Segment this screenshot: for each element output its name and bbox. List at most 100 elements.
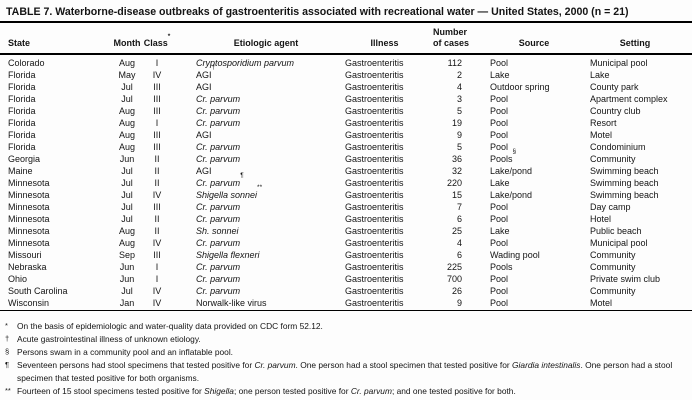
cell-number-of-cases: 32 bbox=[451, 166, 462, 176]
cell-month: Jul bbox=[121, 178, 133, 188]
cell-month: Aug bbox=[118, 118, 135, 128]
cell-source: Pool bbox=[490, 130, 509, 140]
table-row: Georgia Jun II Cr. parvum Gastroenteritis 36 P… bbox=[0, 148, 692, 165]
cell-month: Aug bbox=[118, 58, 135, 68]
table-row: Minnesota Jul II Cr. parvum¶ Gastroenteritis… bbox=[0, 172, 692, 189]
column-header-month: Month bbox=[112, 23, 142, 55]
cell-class: III bbox=[153, 250, 161, 260]
footnote-text: Acute gastrointestinal illness of unknow… bbox=[17, 334, 201, 344]
cell-number-of-cases: 112 bbox=[447, 58, 462, 68]
cell-month: Jul bbox=[121, 166, 133, 176]
cell-setting: Lake bbox=[590, 70, 610, 80]
cell-number-of-cases: 225 bbox=[446, 262, 462, 272]
cell-class: I bbox=[155, 262, 159, 272]
cell-source: Pool bbox=[480, 297, 578, 311]
footnote-marker: ** bbox=[257, 184, 263, 191]
cell-month: Jul bbox=[121, 202, 133, 212]
cell-source: Lake/pond bbox=[490, 166, 533, 176]
cell-class: IV bbox=[152, 70, 162, 80]
table-row: Florida Aug I Cr. parvum Gastroenteritis 19 Po… bbox=[0, 117, 692, 129]
cell-etiologic-agent: Cr. parvum bbox=[196, 262, 241, 272]
cell-source: Pools bbox=[490, 262, 513, 272]
cell-setting: Motel bbox=[590, 130, 613, 140]
cell-illness: Gastroenteritis bbox=[345, 154, 404, 164]
cell-state: South Carolina bbox=[8, 286, 68, 296]
cell-state: Minnesota bbox=[8, 238, 50, 248]
cell-month: Aug bbox=[118, 238, 135, 248]
cell-month: Aug bbox=[118, 142, 135, 152]
cell-state: Florida bbox=[8, 82, 36, 92]
table-header: State Month Class* Etiologic agent Illne… bbox=[0, 23, 692, 55]
cell-state: Nebraska bbox=[8, 262, 47, 272]
cell-setting: Apartment complex bbox=[590, 94, 668, 104]
cell-class: II bbox=[154, 214, 160, 224]
cell-etiologic-agent: Cr. parvum bbox=[196, 106, 241, 116]
cell-number-of-cases: 700 bbox=[446, 274, 462, 284]
cell-setting: Motel bbox=[578, 297, 692, 311]
cell-month: Aug bbox=[118, 130, 135, 140]
cell-class: II bbox=[154, 166, 160, 176]
cell-number-of-cases: 2 bbox=[456, 70, 462, 80]
cell-class: III bbox=[153, 106, 161, 116]
cell-source: Wading pool bbox=[490, 250, 540, 260]
cell-etiologic-agent: Shigella sonnei** bbox=[196, 184, 263, 200]
cell-state: Colorado bbox=[8, 58, 45, 68]
table-row: Wisconsin Jan IV Norwalk-like virus Gastroen… bbox=[0, 297, 692, 311]
cell-illness: Gastroenteritis bbox=[345, 94, 404, 104]
cell-illness: Gastroenteritis bbox=[345, 202, 404, 212]
cell-month: Jun bbox=[119, 274, 135, 284]
cell-number-of-cases: 15 bbox=[451, 190, 462, 200]
cell-setting: County park bbox=[590, 82, 639, 92]
cell-setting: Community bbox=[590, 154, 636, 164]
cell-illness: Gastroenteritis bbox=[345, 250, 404, 260]
column-header-class: Class* bbox=[142, 23, 172, 55]
cell-class: IV bbox=[152, 286, 162, 296]
footnote-marker: § bbox=[512, 148, 517, 155]
cell-illness: Gastroenteritis bbox=[345, 238, 404, 248]
cell-state: Florida bbox=[8, 94, 36, 104]
cell-setting: Hotel bbox=[590, 214, 612, 224]
cell-etiologic-agent: Shigella flexneri bbox=[196, 250, 260, 260]
table-row: Minnesota Jul III Cr. parvum Gastroenteritis… bbox=[0, 201, 692, 213]
cell-etiologic-agent: Cr. parvum bbox=[196, 238, 241, 248]
cell-state: Florida bbox=[8, 142, 36, 152]
footnote-marker: * bbox=[5, 320, 8, 330]
table-row: Ohio Jun I Cr. parvum Gastroenteritis 700 Pool… bbox=[0, 273, 692, 285]
cell-source: Pool bbox=[490, 142, 509, 152]
cell-state: Florida bbox=[8, 130, 36, 140]
cell-class: III bbox=[153, 130, 161, 140]
cell-illness: Gastroenteritis bbox=[345, 82, 404, 92]
cell-state: Minnesota bbox=[8, 214, 50, 224]
cell-etiologic-agent: Cr. parvum¶ bbox=[196, 172, 244, 188]
column-header-setting: Setting bbox=[578, 23, 692, 55]
footnote: ¶ Seventeen persons had stool specimens t… bbox=[5, 359, 688, 385]
cell-month: Jul bbox=[121, 214, 133, 224]
cell-setting: Condominium bbox=[590, 142, 646, 152]
cell-etiologic-agent: Cr. parvum bbox=[196, 202, 241, 212]
cell-number-of-cases: 6 bbox=[456, 214, 462, 224]
cell-month: Sep bbox=[118, 250, 135, 260]
cell-source: Pool bbox=[490, 94, 509, 104]
cell-number-of-cases: 5 bbox=[456, 106, 462, 116]
cell-illness: Gastroenteritis bbox=[345, 226, 404, 236]
cell-number-of-cases: 9 bbox=[456, 130, 462, 140]
cell-number-of-cases: 5 bbox=[456, 142, 462, 152]
table-row: Minnesota Jul IV Shigella sonnei** Gastroent… bbox=[0, 184, 692, 201]
cell-illness: Gastroenteritis bbox=[345, 190, 404, 200]
column-header-source: Source bbox=[480, 23, 578, 55]
cell-class: II bbox=[154, 154, 160, 164]
footnote: § Persons swam in a community pool and an… bbox=[5, 346, 688, 359]
footnote-marker: § bbox=[5, 346, 10, 356]
footnote-marker: ** bbox=[5, 385, 11, 395]
table-row: Florida Jul III Cr. parvum Gastroenteritis 3 P… bbox=[0, 93, 692, 105]
cell-month: Jul bbox=[121, 82, 133, 92]
footnotes: * On the basis of epidemiologic and water… bbox=[0, 311, 692, 398]
cell-state: Missouri bbox=[8, 250, 42, 260]
cell-state: Maine bbox=[8, 166, 33, 176]
footnote-text: On the basis of epidemiologic and water-… bbox=[17, 321, 323, 331]
cell-etiologic-agent: Cr. parvum bbox=[196, 154, 241, 164]
cell-setting: Day camp bbox=[590, 202, 631, 212]
cell-illness: Gastroenteritis bbox=[345, 262, 404, 272]
cell-illness: Gastroenteritis bbox=[345, 70, 404, 80]
